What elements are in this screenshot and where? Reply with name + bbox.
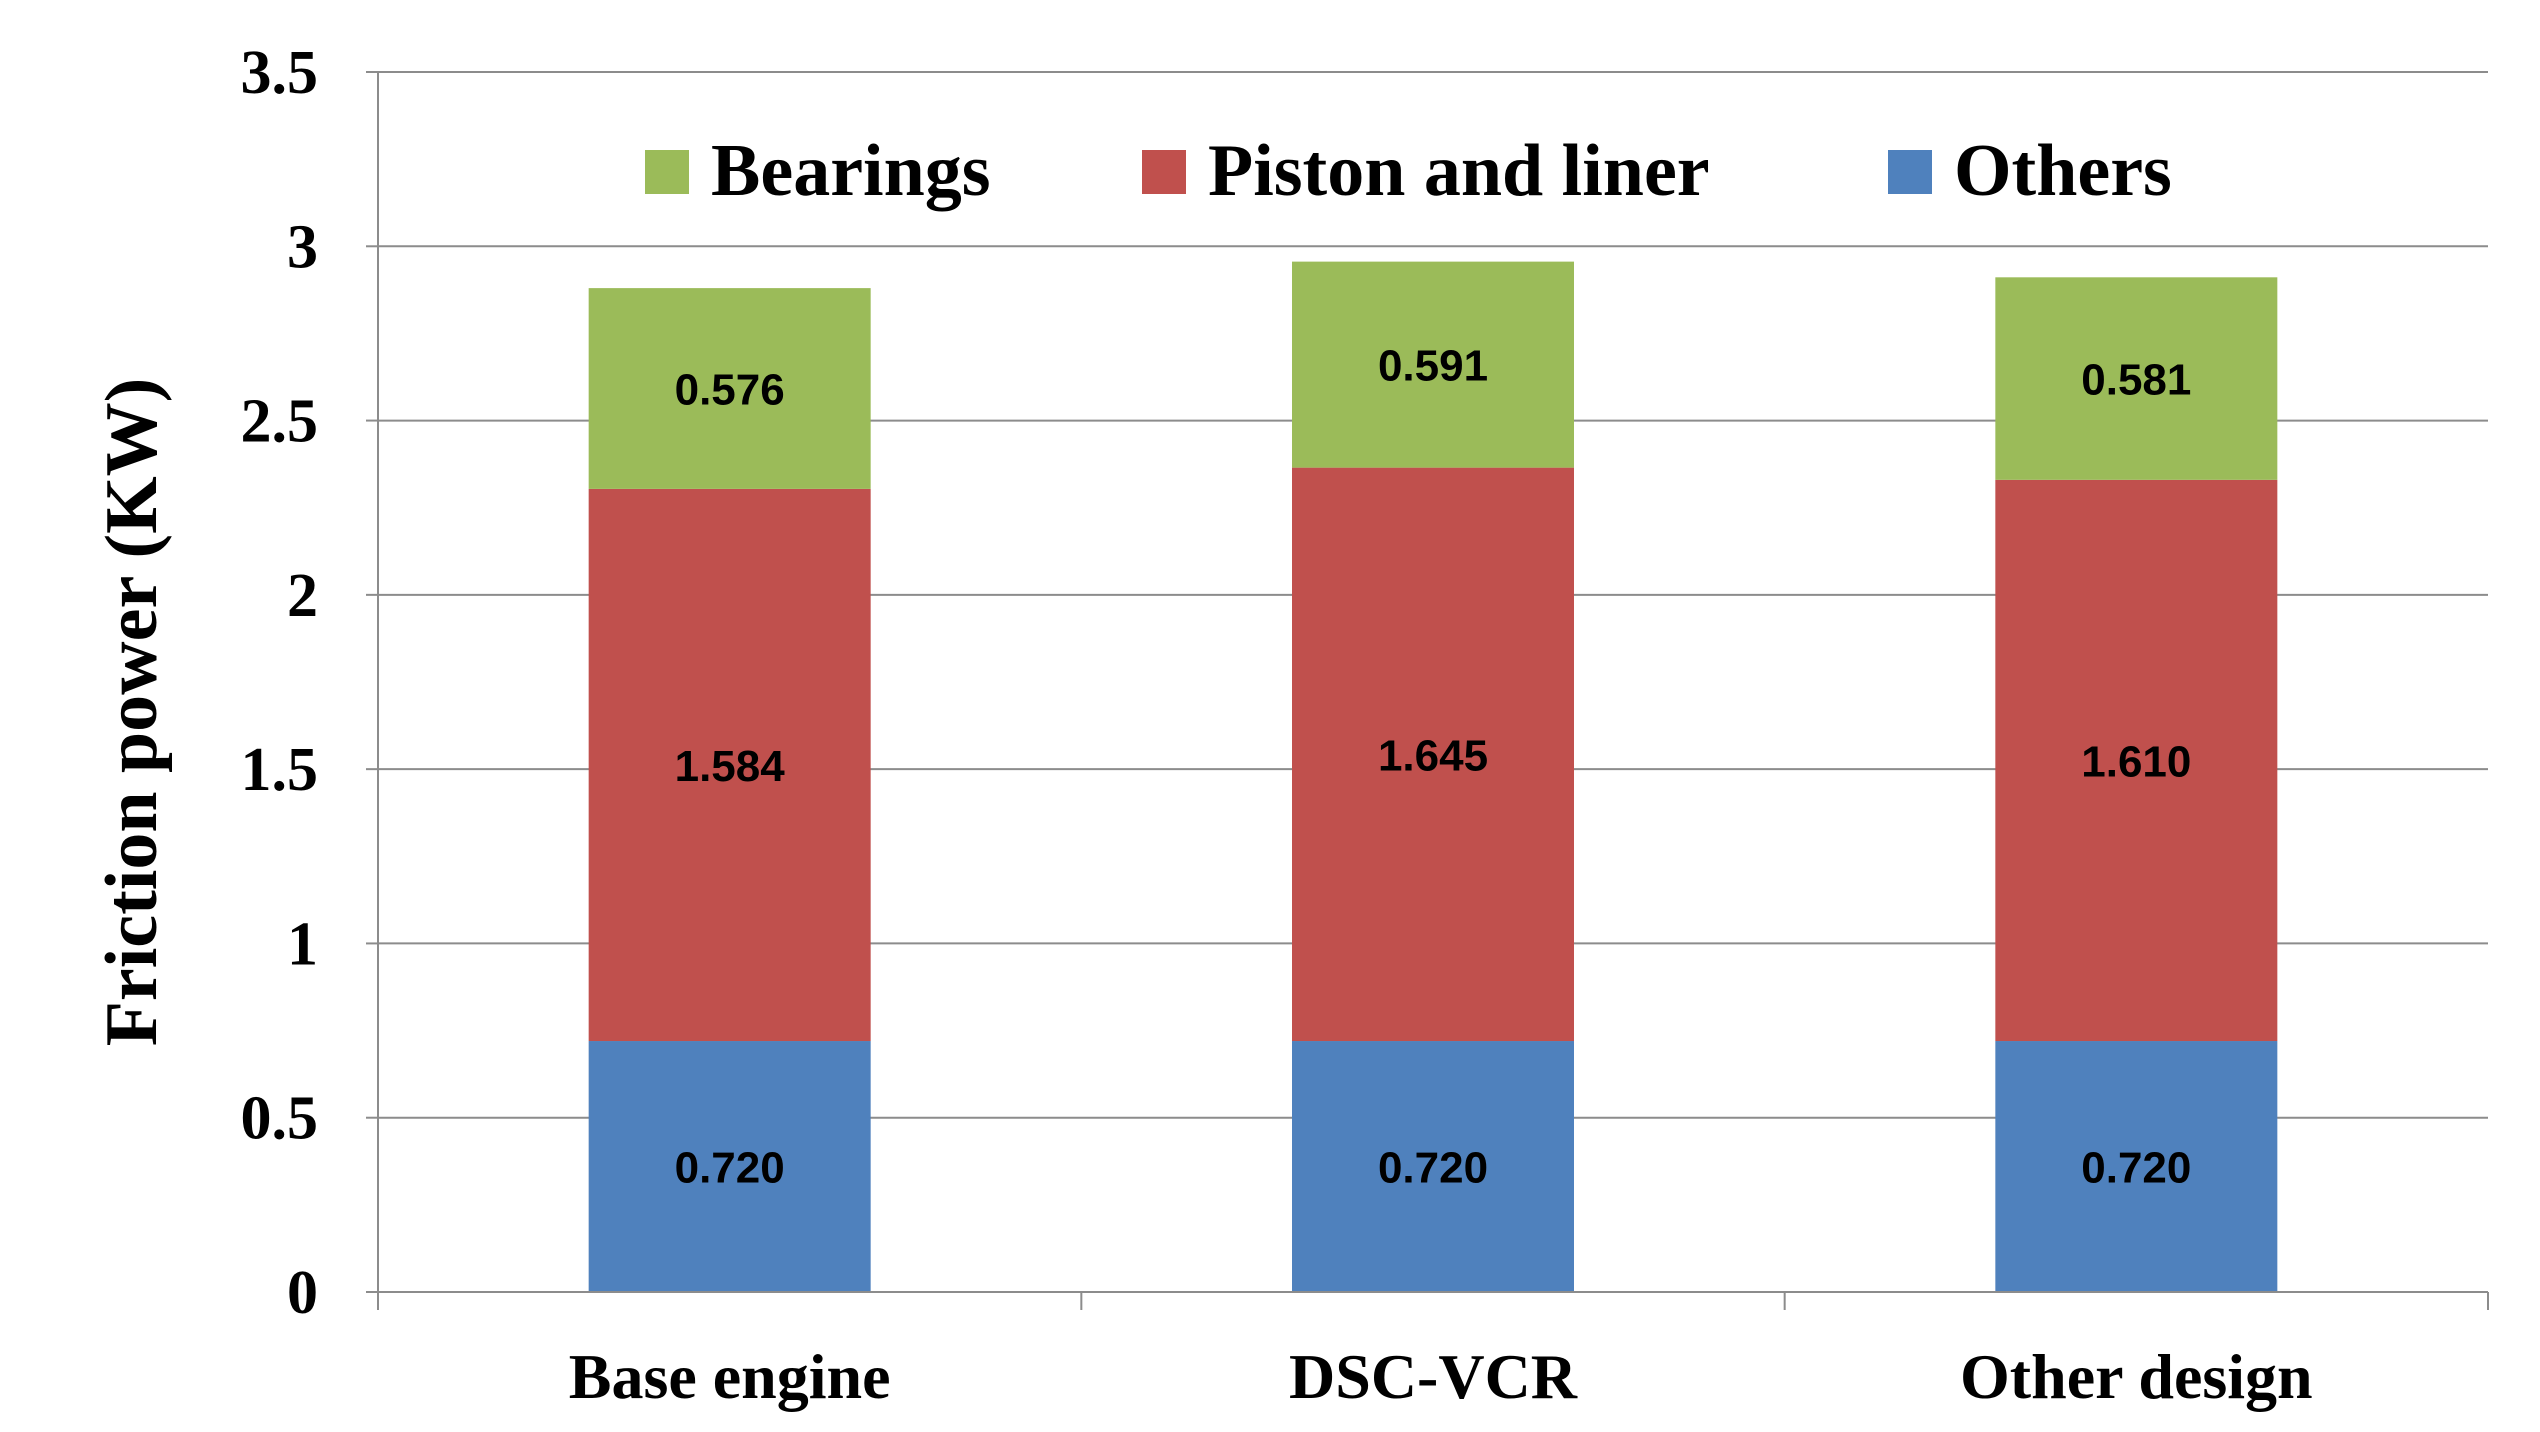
y-tick-label: 0.5 (241, 1085, 319, 1153)
bar-segment-bearings (588, 288, 871, 489)
legend-item-piston-and-liner: Piston and liner (1142, 130, 1710, 212)
x-category-label: Other design (1960, 1341, 2313, 1412)
y-tick-label: 2 (287, 562, 318, 630)
data-label-piston-and-liner: 1.645 (1378, 731, 1488, 780)
legend-label: Piston and liner (1208, 130, 1710, 212)
data-label-others: 0.720 (675, 1144, 785, 1193)
data-label-bearings: 0.581 (2081, 356, 2191, 405)
bar-segment-piston-and-liner (1995, 479, 2278, 1042)
legend-swatch (645, 150, 689, 194)
legend-swatch (1142, 150, 1186, 194)
data-label-bearings: 0.591 (1378, 342, 1488, 391)
y-tick-label: 3.5 (241, 39, 319, 107)
bar-segment-others (1292, 1041, 1574, 1292)
bar-segment-piston-and-liner (588, 488, 871, 1042)
x-category-label: DSC-VCR (1289, 1341, 1578, 1412)
legend-item-bearings: Bearings (645, 130, 991, 212)
legend-label: Bearings (711, 130, 991, 212)
y-axis-title: Friction power (KW) (91, 378, 173, 1047)
data-label-bearings: 0.576 (675, 366, 785, 415)
x-category-label: Base engine (569, 1341, 891, 1412)
bar-segment-piston-and-liner (1292, 467, 1574, 1042)
bar-segment-bearings (1995, 277, 2278, 480)
bar-segment-others (1995, 1041, 2278, 1292)
bar-segment-others (588, 1041, 871, 1292)
y-tick-label: 3 (287, 213, 318, 281)
bar-segment-bearings (1292, 261, 1574, 468)
y-tick-label: 1 (287, 910, 318, 978)
data-label-others: 0.720 (2081, 1144, 2191, 1193)
axes: 0 0.5 1 1.5 2 2.5 3 3.5 Base engine DSC-VCR Other … (241, 39, 2489, 1412)
legend-swatch (1888, 150, 1932, 194)
legend-item-others: Others (1888, 130, 2172, 212)
data-label-piston-and-liner: 1.584 (675, 742, 786, 791)
y-tick-label: 1.5 (241, 736, 319, 804)
bars: 0.720 1.584 0.576 0.720 1.645 0.591 0.720 1.610… (588, 261, 2278, 1292)
legend-label: Others (1954, 130, 2172, 212)
y-tick-label: 0 (287, 1259, 318, 1327)
data-label-piston-and-liner: 1.610 (2081, 737, 2191, 786)
data-label-others: 0.720 (1378, 1144, 1488, 1193)
y-tick-label: 2.5 (241, 388, 319, 456)
legend: Bearings Piston and liner Others (645, 130, 2172, 212)
